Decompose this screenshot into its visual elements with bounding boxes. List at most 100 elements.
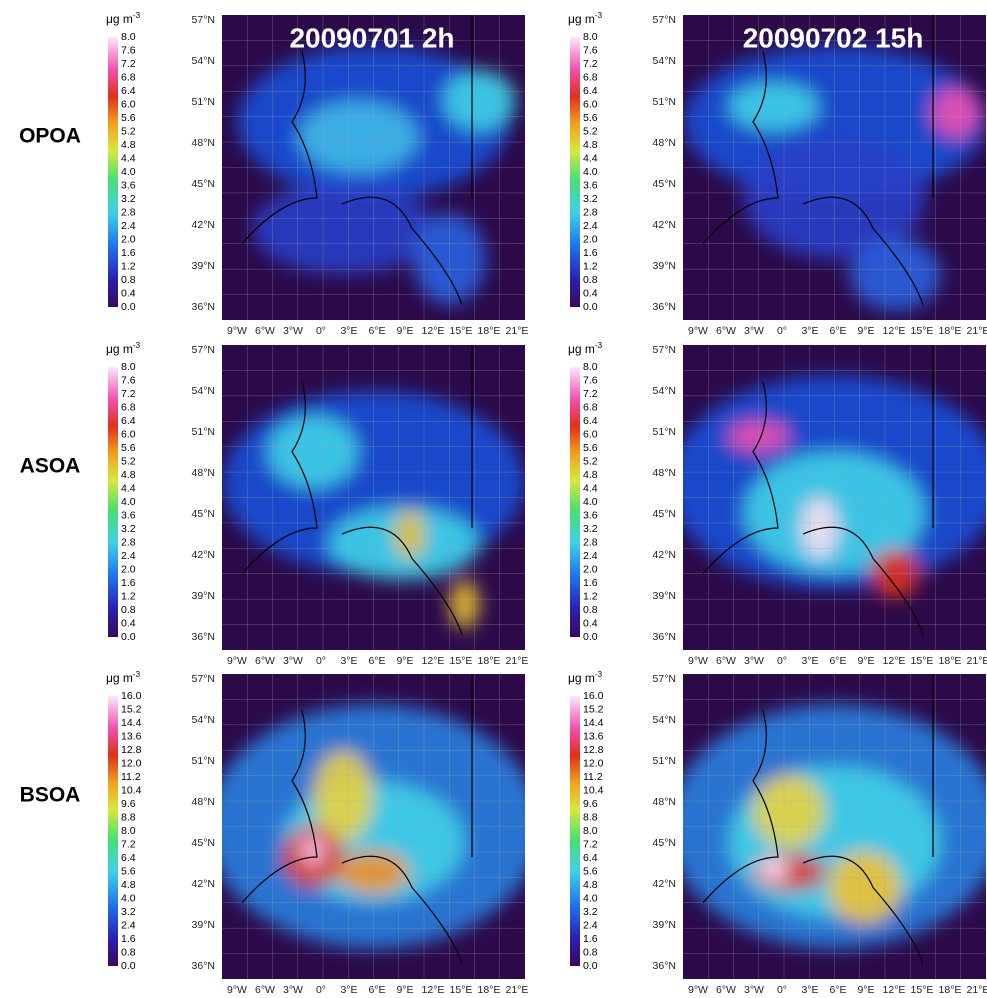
lat-label: 39°N (653, 590, 676, 602)
lon-label: 6°W (716, 984, 736, 996)
lon-label: 0° (777, 325, 787, 337)
colorbar-tick-label: 2.0 (121, 563, 136, 575)
lon-label: 18°E (478, 325, 501, 337)
colorbar-tick-label: 4.4 (583, 482, 598, 494)
colorbar-tick-label: 0.8 (583, 274, 598, 286)
lat-label: 54°N (192, 385, 215, 397)
colorbar-tick-label: 4.0 (121, 892, 136, 904)
lon-label: 6°E (829, 325, 846, 337)
colorbar-tick-label: 2.4 (121, 550, 136, 562)
colorbar-tick-label: 2.0 (583, 563, 598, 575)
lat-label: 45°N (192, 837, 215, 849)
lat-label: 39°N (653, 260, 676, 272)
lon-label: 0° (777, 655, 787, 667)
coastline (241, 15, 473, 305)
coastline (702, 15, 934, 305)
lat-label: 45°N (653, 178, 676, 190)
lat-label: 42°N (192, 549, 215, 561)
lon-label: 15°E (450, 655, 473, 667)
colorbar-tick-label: 4.8 (121, 469, 136, 481)
colorbar-tick-label: 4.0 (583, 892, 598, 904)
lon-label: 9°W (227, 325, 247, 337)
unit-text: μg m (106, 12, 133, 26)
map-panel (222, 345, 525, 650)
colorbar-tick-label: 6.4 (121, 85, 136, 97)
colorbar-tick-label: 6.0 (121, 98, 136, 110)
lat-label: 57°N (653, 344, 676, 356)
lat-label: 39°N (192, 919, 215, 931)
colorbar-tick-label: 12.8 (583, 744, 604, 756)
unit-exponent: -3 (595, 11, 603, 20)
lon-label: 3°W (283, 984, 303, 996)
lon-label: 9°E (857, 655, 874, 667)
lon-label: 12°E (422, 984, 445, 996)
lon-label: 3°W (283, 655, 303, 667)
lon-label: 6°E (368, 984, 385, 996)
colorbar-tick-label: 4.8 (583, 139, 598, 151)
colorbar-tick-label: 7.6 (583, 44, 598, 56)
map-panel (683, 674, 986, 979)
colorbar-tick-label: 16.0 (583, 690, 604, 702)
lon-label: 6°W (716, 655, 736, 667)
colorbar-tick-label: 2.8 (121, 206, 136, 218)
colorbar-tick-label: 9.6 (583, 798, 598, 810)
lat-label: 42°N (192, 219, 215, 231)
colorbar (570, 37, 580, 307)
colorbar-tick-label: 6.8 (583, 401, 598, 413)
lat-label: 39°N (192, 260, 215, 272)
lon-label: 21°E (967, 325, 987, 337)
colorbar-tick-label: 4.4 (583, 152, 598, 164)
colorbar-tick-label: 4.0 (121, 496, 136, 508)
unit-text: μg m (106, 671, 133, 685)
colorbar-tick-label: 8.0 (121, 31, 136, 43)
colorbar-tick-label: 2.4 (121, 220, 136, 232)
lon-label: 0° (316, 325, 326, 337)
colorbar-tick-label: 10.4 (583, 784, 604, 796)
lat-label: 36°N (192, 960, 215, 972)
colorbar-unit: μg m-3 (106, 670, 141, 685)
unit-exponent: -3 (595, 670, 603, 679)
coastline (241, 345, 473, 635)
colorbar (570, 696, 580, 966)
colorbar-tick-label: 1.6 (121, 247, 136, 259)
colorbar-tick-label: 1.6 (121, 933, 136, 945)
unit-text: μg m (568, 671, 595, 685)
colorbar-tick-label: 11.2 (121, 771, 141, 783)
colorbar (108, 367, 118, 637)
colorbar-tick-label: 7.2 (121, 838, 136, 850)
colorbar-tick-label: 7.2 (121, 58, 136, 70)
lon-label: 3°E (340, 655, 357, 667)
coastline (702, 674, 934, 964)
colorbar-tick-label: 0.0 (583, 301, 598, 313)
lon-label: 0° (316, 655, 326, 667)
colorbar-tick-label: 12.0 (583, 757, 604, 769)
lon-label: 15°E (911, 984, 934, 996)
colorbar-tick-label: 7.6 (121, 374, 136, 386)
row-label: ASOA (20, 455, 81, 478)
lat-label: 57°N (192, 344, 215, 356)
colorbar-tick-label: 8.0 (583, 825, 598, 837)
colorbar-tick-label: 4.0 (121, 166, 136, 178)
colorbar-tick-label: 3.2 (583, 193, 598, 205)
colorbar-tick-label: 4.4 (121, 152, 136, 164)
concentration-area (443, 69, 516, 131)
lon-label: 18°E (939, 984, 962, 996)
lat-label: 54°N (653, 385, 676, 397)
colorbar-tick-label: 6.4 (583, 852, 598, 864)
colorbar-tick-label: 3.6 (121, 179, 136, 191)
lon-label: 15°E (450, 984, 473, 996)
colorbar-tick-label: 6.8 (121, 71, 136, 83)
lon-label: 3°W (744, 325, 764, 337)
colorbar-tick-label: 0.8 (121, 274, 136, 286)
colorbar-tick-label: 12.8 (121, 744, 142, 756)
colorbar-tick-label: 5.6 (121, 112, 136, 124)
colorbar-tick-label: 13.6 (583, 730, 604, 742)
colorbar-tick-label: 0.8 (583, 604, 598, 616)
lon-label: 15°E (911, 655, 934, 667)
lat-label: 36°N (653, 960, 676, 972)
concentration-area (297, 100, 419, 174)
colorbar-tick-label: 8.8 (583, 811, 598, 823)
lat-label: 48°N (653, 796, 676, 808)
lat-label: 39°N (653, 919, 676, 931)
colorbar-tick-label: 2.0 (121, 233, 136, 245)
